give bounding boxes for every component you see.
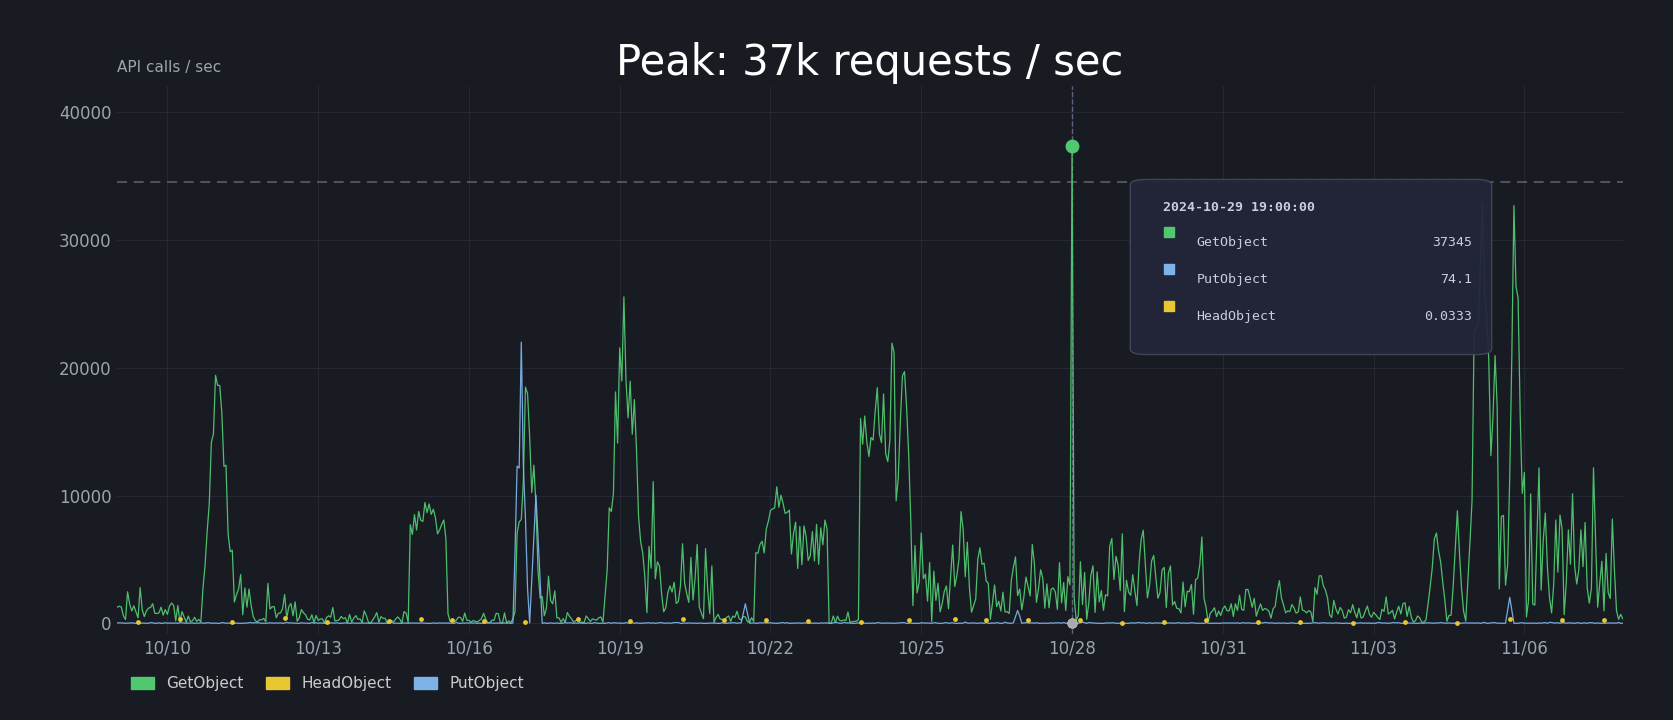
Text: API calls / sec: API calls / sec bbox=[117, 60, 221, 76]
Point bbox=[1287, 616, 1313, 627]
Point bbox=[753, 614, 780, 626]
Text: 2024-10-29 19:00:00: 2024-10-29 19:00:00 bbox=[1163, 202, 1315, 215]
Text: HeadObject: HeadObject bbox=[1196, 310, 1276, 323]
Point bbox=[1109, 617, 1136, 629]
Point bbox=[470, 615, 497, 626]
Point bbox=[1193, 614, 1220, 626]
Point bbox=[1496, 613, 1522, 625]
Point bbox=[271, 613, 298, 624]
Legend: GetObject, HeadObject, PutObject: GetObject, HeadObject, PutObject bbox=[125, 670, 530, 697]
Point bbox=[219, 616, 246, 627]
Point bbox=[711, 614, 738, 626]
Point bbox=[669, 613, 696, 625]
Point bbox=[1444, 617, 1471, 629]
Title: Peak: 37k requests / sec: Peak: 37k requests / sec bbox=[616, 42, 1124, 84]
FancyBboxPatch shape bbox=[1131, 179, 1492, 354]
Point bbox=[795, 616, 821, 627]
Point bbox=[1392, 616, 1419, 628]
Point bbox=[895, 614, 922, 626]
Text: PutObject: PutObject bbox=[1196, 273, 1268, 286]
Point bbox=[617, 616, 644, 627]
Point bbox=[564, 613, 591, 625]
Point bbox=[1016, 614, 1042, 626]
Point bbox=[942, 613, 969, 625]
Point bbox=[1151, 616, 1178, 628]
Point bbox=[408, 613, 435, 624]
Point bbox=[1067, 614, 1094, 626]
Point bbox=[167, 613, 194, 625]
Point bbox=[847, 616, 873, 628]
Point bbox=[313, 616, 340, 628]
Text: 74.1: 74.1 bbox=[1440, 273, 1472, 286]
Point bbox=[376, 616, 403, 627]
Point bbox=[512, 616, 539, 628]
Point bbox=[1591, 615, 1618, 626]
Text: GetObject: GetObject bbox=[1196, 235, 1268, 249]
Text: 0.0333: 0.0333 bbox=[1424, 310, 1472, 323]
Point bbox=[972, 614, 999, 626]
Point bbox=[1340, 617, 1367, 629]
Point bbox=[1245, 616, 1271, 628]
Point bbox=[438, 614, 465, 626]
Text: 37345: 37345 bbox=[1432, 235, 1472, 249]
Point bbox=[1549, 614, 1576, 626]
Point bbox=[125, 616, 152, 628]
